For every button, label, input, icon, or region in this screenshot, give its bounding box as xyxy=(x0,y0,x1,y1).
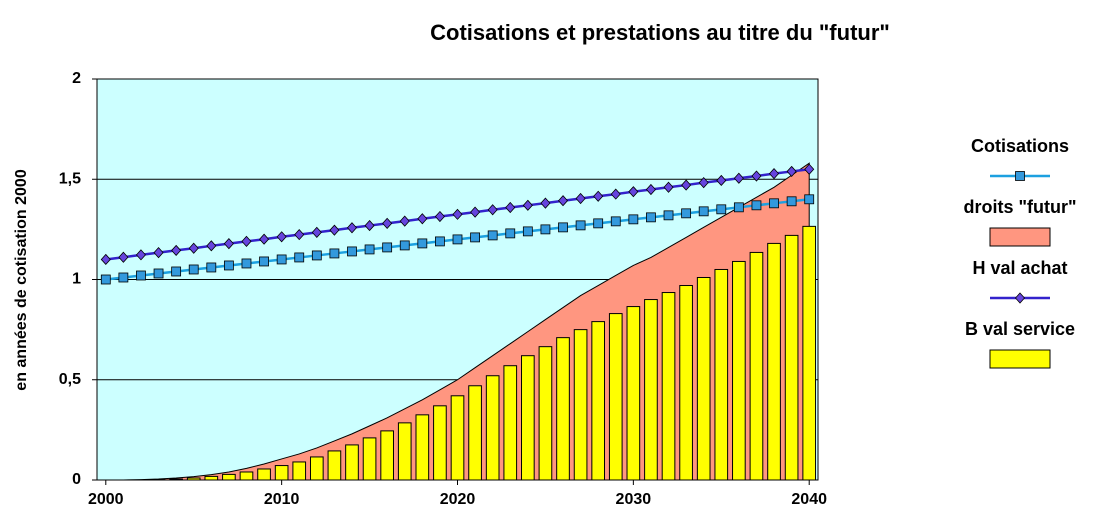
marker xyxy=(734,203,743,212)
legend-label: H val achat xyxy=(972,258,1067,278)
marker xyxy=(664,211,673,220)
marker xyxy=(699,207,708,216)
bar xyxy=(275,466,288,480)
marker xyxy=(383,243,392,252)
x-tick-label: 2010 xyxy=(264,491,300,508)
y-tick-label: 1,5 xyxy=(59,170,81,187)
bar xyxy=(310,457,323,480)
marker xyxy=(101,275,110,284)
bar xyxy=(434,406,447,480)
bar xyxy=(750,252,763,480)
bar xyxy=(768,243,781,480)
bar xyxy=(416,415,429,480)
bar xyxy=(381,431,394,480)
marker xyxy=(523,227,532,236)
x-tick-label: 2020 xyxy=(440,491,476,508)
chart-title: Cotisations et prestations au titre du "… xyxy=(430,20,890,45)
bar xyxy=(592,322,605,480)
bar xyxy=(539,347,552,480)
marker xyxy=(646,213,655,222)
y-tick-label: 2 xyxy=(72,70,81,87)
marker xyxy=(260,257,269,266)
bar xyxy=(662,293,675,480)
marker xyxy=(576,221,585,230)
marker xyxy=(682,209,691,218)
marker xyxy=(541,225,550,234)
bar xyxy=(574,330,587,480)
legend-swatch xyxy=(990,350,1050,368)
marker xyxy=(770,199,779,208)
marker xyxy=(594,219,603,228)
marker xyxy=(154,269,163,278)
bar xyxy=(293,462,306,480)
bar xyxy=(346,445,359,480)
bar xyxy=(697,277,710,480)
marker xyxy=(805,195,814,204)
bar xyxy=(522,356,535,480)
marker xyxy=(224,261,233,270)
marker xyxy=(295,253,304,262)
marker xyxy=(119,273,128,282)
bar xyxy=(398,423,411,480)
legend-swatch xyxy=(990,228,1050,246)
marker xyxy=(559,223,568,232)
x-tick-label: 2000 xyxy=(88,491,124,508)
y-axis-label: en années de cotisation 2000 xyxy=(13,169,30,391)
marker xyxy=(752,201,761,210)
marker xyxy=(277,255,286,264)
marker xyxy=(787,197,796,206)
marker xyxy=(488,231,497,240)
bar xyxy=(803,226,816,480)
bar xyxy=(504,366,517,480)
legend-swatch xyxy=(1016,293,1025,303)
marker xyxy=(365,245,374,254)
marker xyxy=(207,263,216,272)
legend-label: droits "futur" xyxy=(963,197,1076,217)
marker xyxy=(400,241,409,250)
bar xyxy=(557,338,570,480)
y-tick-label: 0,5 xyxy=(59,371,81,388)
legend-label: B val service xyxy=(965,319,1075,339)
marker xyxy=(717,205,726,214)
marker xyxy=(418,239,427,248)
marker xyxy=(629,215,638,224)
bar xyxy=(733,261,746,480)
bar xyxy=(609,314,622,480)
marker xyxy=(506,229,515,238)
bar xyxy=(486,376,499,480)
bar xyxy=(680,286,693,480)
legend-swatch xyxy=(1016,172,1025,181)
bar xyxy=(328,451,341,480)
bar xyxy=(451,396,464,480)
bar xyxy=(205,476,218,480)
marker xyxy=(471,233,480,242)
x-tick-label: 2040 xyxy=(791,491,827,508)
y-tick-label: 0 xyxy=(72,471,81,488)
bar xyxy=(645,300,658,480)
marker xyxy=(242,259,251,268)
marker xyxy=(453,235,462,244)
y-tick-label: 1 xyxy=(72,271,81,288)
bar xyxy=(223,474,236,480)
bar xyxy=(258,469,271,480)
bar xyxy=(469,386,482,480)
bar xyxy=(363,438,376,480)
bar xyxy=(785,235,798,480)
marker xyxy=(189,265,198,274)
bar xyxy=(627,307,640,480)
marker xyxy=(312,251,321,260)
marker xyxy=(347,247,356,256)
marker xyxy=(435,237,444,246)
bar xyxy=(715,269,728,480)
bar xyxy=(240,472,253,480)
legend-label: Cotisations xyxy=(971,136,1069,156)
x-tick-label: 2030 xyxy=(616,491,652,508)
marker xyxy=(330,249,339,258)
marker xyxy=(611,217,620,226)
marker xyxy=(136,271,145,280)
marker xyxy=(172,267,181,276)
